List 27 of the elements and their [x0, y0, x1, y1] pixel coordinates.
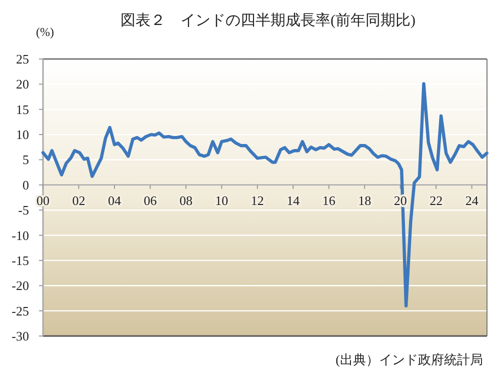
y-tick-label: -10: [12, 228, 29, 243]
y-axis-title: (%): [36, 25, 54, 39]
y-tick-label: 15: [16, 102, 29, 117]
x-tick-label: 24: [465, 192, 479, 208]
y-tick-label: -20: [12, 278, 29, 294]
y-tick-label: 5: [22, 152, 29, 168]
y-tick-label: 0: [22, 177, 29, 192]
y-tick-label: -30: [12, 328, 29, 344]
x-tick-label: 16: [322, 192, 336, 208]
x-tick-label: 06: [144, 192, 158, 208]
x-tick-label: 12: [250, 192, 264, 208]
x-tick-label: 08: [179, 192, 192, 208]
chart-title: 図表２ インドの四半期成長率(前年同期比): [120, 12, 416, 29]
text: (出典）インド政府統計局: [336, 352, 483, 367]
x-tick-label: 10: [215, 192, 228, 208]
y-tick-label: -15: [12, 252, 29, 268]
y-tick-label: 25: [16, 52, 29, 66]
y-tick-label: -25: [12, 303, 29, 318]
x-tick-label: 18: [358, 192, 372, 208]
x-tick-label: 02: [72, 192, 86, 208]
x-tick-label: 14: [286, 192, 300, 208]
y-tick-label: 10: [16, 127, 29, 142]
y-tick-label: 20: [16, 76, 29, 92]
x-tick-label: 04: [108, 192, 122, 208]
x-tick-label: 00: [36, 192, 50, 208]
y-tick-label: -5: [18, 202, 29, 218]
x-tick-label: 22: [430, 192, 443, 208]
